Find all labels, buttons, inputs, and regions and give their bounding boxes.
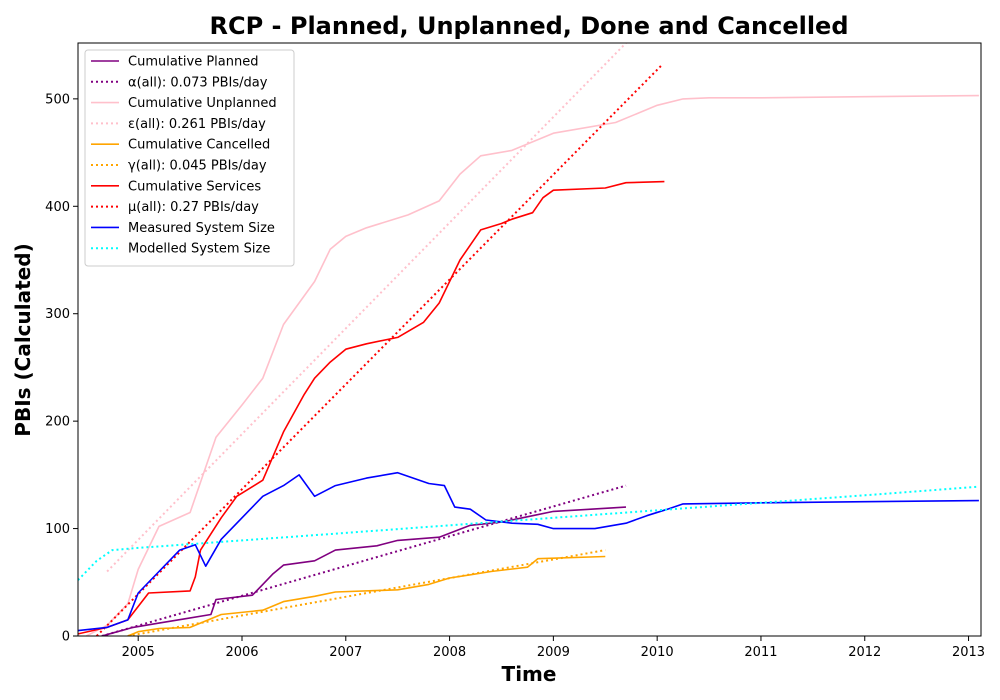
legend-label: Cumulative Unplanned	[128, 96, 277, 111]
y-axis-label: PBIs (Calculated)	[11, 243, 35, 436]
series-line-9	[78, 485, 979, 581]
series-line-7	[95, 63, 664, 636]
y-tick-label: 200	[45, 415, 70, 430]
legend-label: Cumulative Planned	[128, 55, 258, 70]
legend-label: α(all): 0.073 PBIs/day	[128, 75, 268, 90]
legend-label: Measured System Size	[128, 221, 275, 236]
y-tick-label: 100	[45, 522, 70, 537]
y-tick-label: 400	[45, 200, 70, 215]
plot-frame	[77, 42, 982, 637]
legend: Cumulative Planned α(all): 0.073 PBIs/day…	[84, 49, 295, 267]
x-tick-label: 2007	[329, 645, 362, 660]
legend-label: μ(all): 0.27 PBIs/day	[128, 200, 259, 215]
x-tick-label: 2012	[848, 645, 881, 660]
legend-label: γ(all): 0.045 PBIs/day	[128, 159, 267, 174]
chart-title: RCP - Planned, Unplanned, Done and Cance…	[210, 12, 849, 40]
x-tick-label: 2006	[225, 645, 258, 660]
x-tick-label: 2009	[537, 645, 570, 660]
x-tick-label: 2011	[744, 645, 777, 660]
x-tick-label: 2008	[433, 645, 466, 660]
y-axis: 0 100 200 300 400 500	[45, 92, 78, 645]
legend-box	[84, 49, 295, 267]
series-line-6	[78, 180, 665, 635]
plot-area	[78, 43, 979, 636]
series-line-8	[78, 471, 979, 632]
series-line-4	[127, 555, 606, 636]
x-tick-label: 2005	[122, 645, 155, 660]
legend-label: Cumulative Services	[128, 179, 261, 194]
x-axis: 2005 2006 2007 2008 2009 2010 2011 2012 2013	[122, 636, 985, 660]
legend-label: Cumulative Cancelled	[128, 138, 270, 153]
y-tick-label: 300	[45, 307, 70, 322]
x-tick-label: 2010	[641, 645, 674, 660]
series-line-1	[101, 484, 627, 636]
series-line-5	[127, 549, 606, 636]
series-line-3	[106, 43, 627, 573]
y-tick-label: 500	[45, 92, 70, 107]
series-line-2	[85, 94, 979, 636]
y-tick-label: 0	[62, 630, 70, 645]
legend-label: Modelled System Size	[128, 242, 270, 257]
legend-label: ε(all): 0.261 PBIs/day	[128, 117, 266, 132]
x-tick-label: 2013	[952, 645, 985, 660]
x-axis-label: Time	[502, 662, 557, 686]
